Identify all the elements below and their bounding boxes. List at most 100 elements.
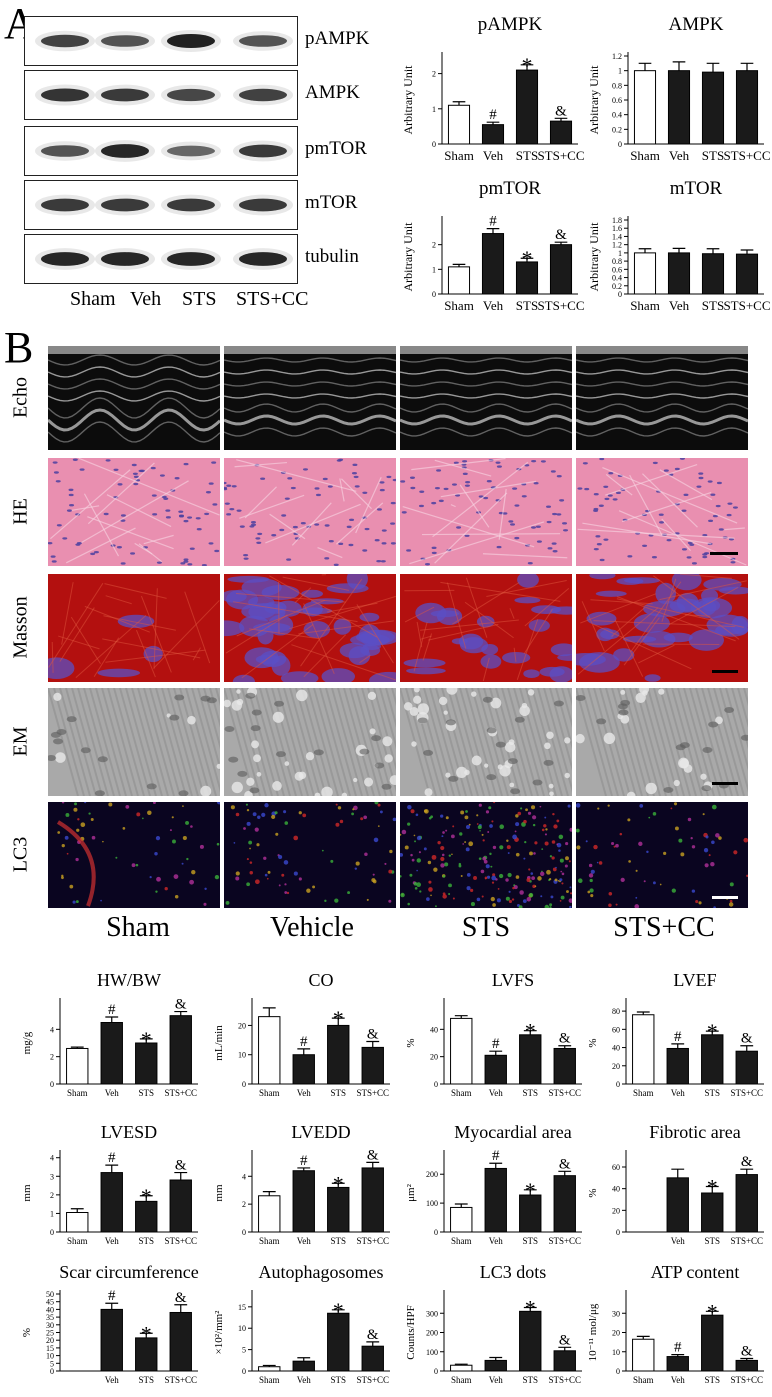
tick-label: 20 <box>612 1062 620 1071</box>
bar <box>66 1047 89 1085</box>
error-bar <box>636 1335 650 1340</box>
category-label: STS <box>702 298 724 313</box>
blot-band <box>101 144 149 158</box>
micrograph-em <box>400 688 572 796</box>
micrograph-he <box>400 458 572 566</box>
error-bar <box>262 1007 276 1017</box>
tick-label: 0.4 <box>612 274 622 283</box>
category-label: STS+CC <box>537 148 584 163</box>
micrograph-lc3 <box>400 802 572 908</box>
error-bar <box>558 1346 572 1351</box>
chart-title: AMPK <box>669 14 724 35</box>
tick-label: 0 <box>50 1080 54 1089</box>
micrograph-he <box>48 458 220 566</box>
category-label: Veh <box>489 1236 503 1246</box>
bar <box>553 1047 576 1085</box>
tick-label: 0 <box>50 1367 54 1376</box>
error-bar <box>554 117 568 122</box>
axis-label: % <box>405 1038 417 1047</box>
blot-band <box>101 88 149 102</box>
error-bar <box>297 1357 311 1362</box>
tick-label: 1.6 <box>612 224 622 233</box>
row-label-masson: Masson <box>9 596 32 659</box>
bar <box>735 1174 758 1233</box>
error-bar <box>452 263 466 267</box>
chart-title: Myocardial area <box>454 1122 571 1142</box>
bar <box>100 1308 123 1372</box>
category-label: Sham <box>451 1375 472 1385</box>
category-label: Veh <box>671 1236 685 1246</box>
chart-title: pmTOR <box>479 178 541 199</box>
category-label: STS <box>702 148 724 163</box>
micrograph-echo <box>400 346 572 450</box>
chart-lvfs: LVFS% 0 20 40 Sham # Veh * STS & STS+CC <box>405 970 582 1098</box>
bar <box>292 1170 315 1233</box>
category-label: Veh <box>671 1088 685 1098</box>
error-bar <box>331 1182 345 1188</box>
tick-label: 300 <box>426 1309 438 1318</box>
significance-mark: & <box>559 1031 571 1047</box>
bar <box>481 233 505 295</box>
bar <box>361 1167 384 1233</box>
error-bar <box>105 1016 119 1023</box>
bar <box>450 1017 473 1085</box>
error-bar <box>740 1168 754 1175</box>
category-label: STS+CC <box>164 1236 197 1246</box>
significance-mark: * <box>525 1295 536 1320</box>
error-bar <box>70 1208 84 1213</box>
tick-label: 0.6 <box>612 96 622 105</box>
significance-mark: # <box>489 107 497 123</box>
tick-label: 0.2 <box>612 282 622 291</box>
chart-title: Fibrotic area <box>649 1122 740 1142</box>
bar <box>361 1345 384 1372</box>
error-bar <box>174 1010 188 1016</box>
error-bar <box>740 249 754 255</box>
tick-label: 4 <box>50 1154 54 1163</box>
significance-mark: & <box>175 1158 187 1174</box>
bar <box>701 1314 724 1372</box>
chart-title: HW/BW <box>97 970 161 990</box>
tick-label: 4 <box>242 1172 246 1181</box>
bar <box>450 1364 473 1372</box>
blot-label-ampk: AMPK <box>305 82 360 103</box>
error-bar <box>523 1030 537 1035</box>
significance-mark: * <box>333 1298 344 1323</box>
category-label: STS <box>330 1088 346 1098</box>
error-bar <box>486 121 500 125</box>
significance-mark: # <box>108 1150 116 1166</box>
chart-co: CO mL/min 0 10 20 Sham # Veh * STS & STS+CC <box>213 970 390 1098</box>
blot-label-mtor: mTOR <box>305 192 358 213</box>
axis-label: Counts/HPF <box>405 1305 417 1359</box>
category-label: STS <box>516 298 538 313</box>
error-bar <box>671 1043 685 1049</box>
blot-label-pmtor: pmTOR <box>305 138 367 159</box>
category-label: STS+CC <box>537 298 584 313</box>
chart-title: CO <box>308 970 333 990</box>
micrograph-em <box>224 688 396 796</box>
bar <box>169 1179 192 1233</box>
chart-title: LVEDD <box>291 1122 350 1142</box>
error-bar <box>523 1306 537 1312</box>
significance-mark: # <box>108 1288 116 1304</box>
chart-ampk: AMPK Arbitrary Unit 0 0.2 0.4 0.6 0.8 1 1.2 Sham V… <box>587 14 771 163</box>
tick-label: 1 <box>618 249 622 258</box>
tick-label: 0 <box>242 1080 246 1089</box>
significance-mark: & <box>741 1343 753 1359</box>
blot-band <box>41 198 89 212</box>
blot-tubulin <box>24 234 298 284</box>
error-bar <box>105 1302 119 1310</box>
tick-label: 1.2 <box>612 52 622 61</box>
micrograph-lc3 <box>576 802 748 908</box>
tick-label: 200 <box>426 1170 438 1179</box>
tick-label: 40 <box>612 1044 620 1053</box>
error-bar <box>174 1304 188 1313</box>
significance-mark: & <box>559 1332 571 1348</box>
axis-label: mm <box>21 1184 33 1202</box>
category-label: Sham <box>451 1236 472 1246</box>
bar <box>484 1359 507 1372</box>
blot-lane-label: Sham <box>70 288 116 310</box>
bar <box>515 69 539 145</box>
category-label: Veh <box>105 1088 119 1098</box>
tick-label: 1.2 <box>612 241 622 250</box>
error-bar <box>297 1048 311 1055</box>
